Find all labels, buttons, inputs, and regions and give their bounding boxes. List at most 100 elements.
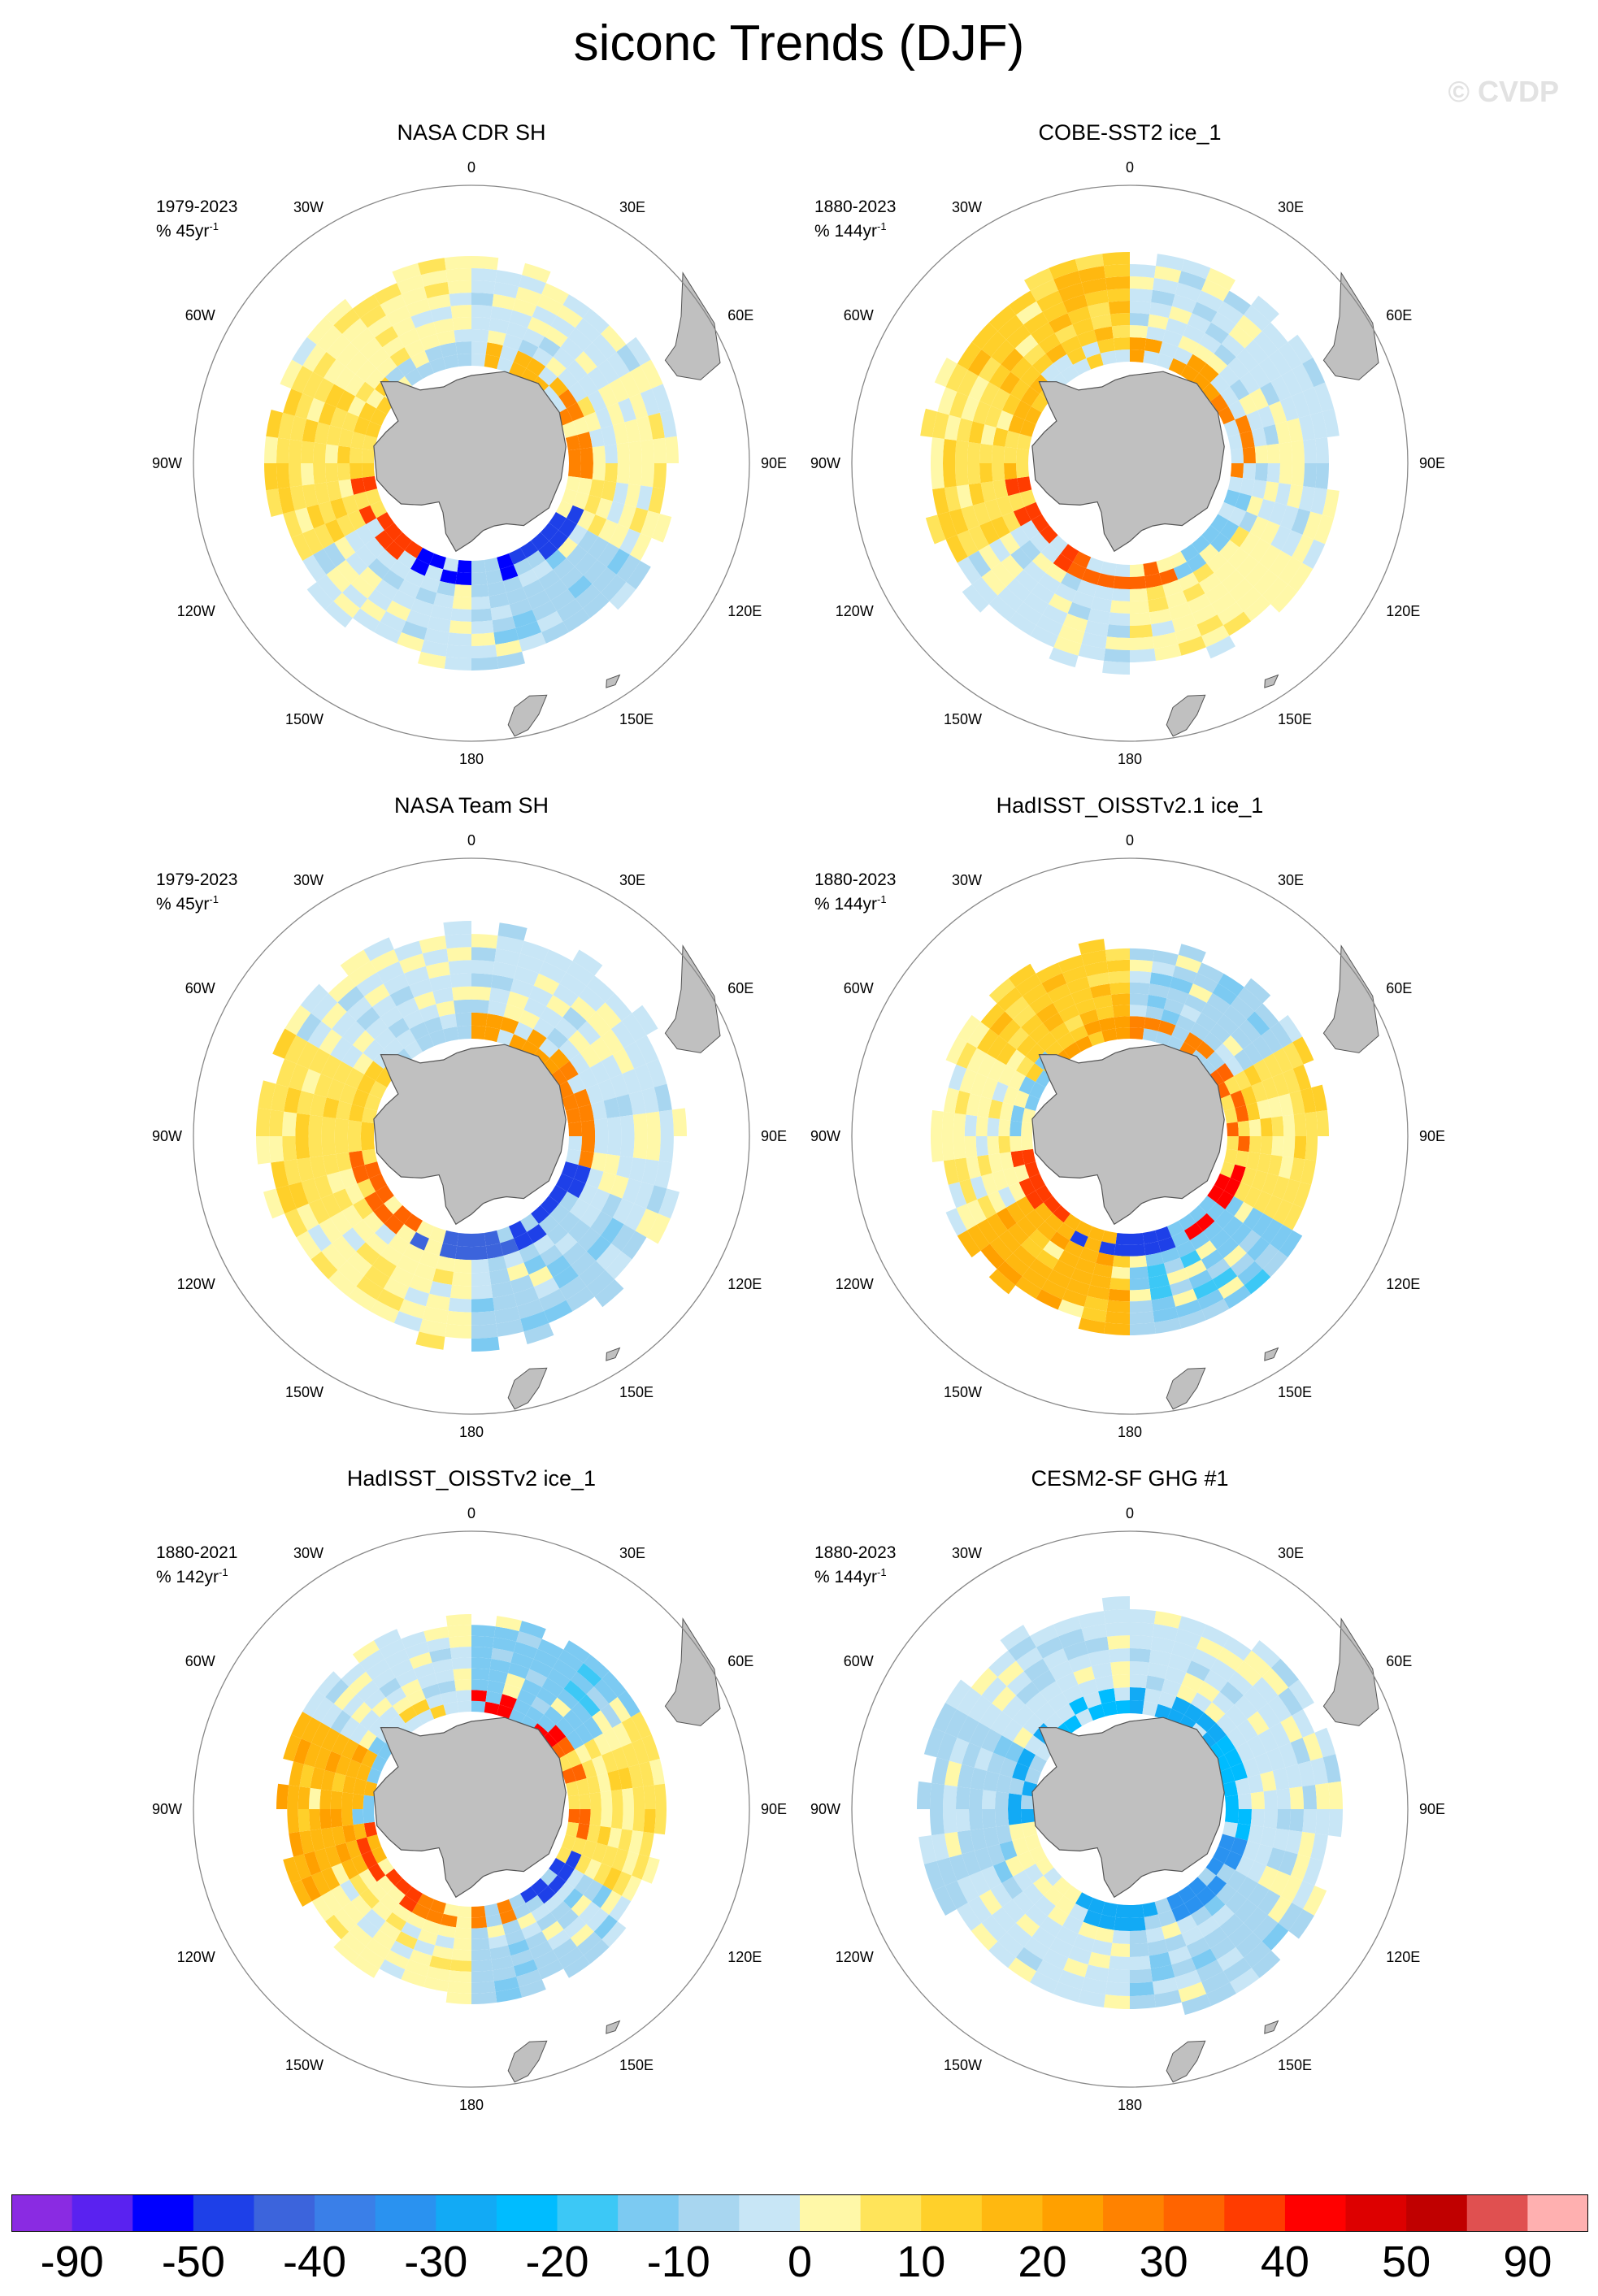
trend-cell	[987, 1118, 1000, 1136]
trend-cell	[992, 1170, 1009, 1191]
trend-cell	[964, 1114, 978, 1136]
trend-cell	[1149, 608, 1172, 625]
longitude-label: 30E	[619, 872, 645, 888]
trend-cell	[632, 1113, 648, 1136]
trend-cell	[446, 1310, 471, 1326]
longitude-label: 60W	[844, 307, 874, 323]
longitude-label: 180	[1118, 1424, 1142, 1440]
trend-cell	[1222, 1216, 1244, 1238]
trend-cell	[1254, 463, 1268, 482]
trend-cell	[330, 1710, 351, 1734]
trend-cell	[998, 1230, 1021, 1253]
trend-cell	[1161, 1247, 1180, 1264]
trend-cell	[294, 393, 314, 419]
trend-cell	[1053, 1877, 1072, 1896]
trend-cell	[578, 1183, 598, 1205]
longitude-label: 0	[1126, 1505, 1134, 1521]
trend-cell	[321, 1136, 337, 1157]
trend-cell	[350, 328, 376, 352]
trend-cell	[559, 1061, 579, 1081]
trend-cell	[1130, 1942, 1149, 1957]
trend-cell	[487, 1924, 506, 1938]
trend-cell	[1327, 1809, 1344, 1838]
trend-cell	[370, 500, 388, 519]
trend-cell	[1206, 1202, 1226, 1222]
trend-cell	[1303, 463, 1317, 488]
trend-cell	[604, 444, 619, 463]
trend-cell	[321, 1704, 343, 1728]
trend-cell	[988, 978, 1016, 1004]
trend-cell	[565, 1148, 581, 1165]
trend-cell	[631, 1712, 652, 1739]
trend-cell	[451, 986, 471, 1001]
trend-cell	[471, 645, 497, 658]
trend-cell	[566, 961, 595, 987]
trend-cell	[558, 518, 577, 538]
trend-cell	[944, 414, 962, 441]
trend-cell	[1013, 1005, 1036, 1027]
trend-cell	[1111, 1266, 1130, 1279]
trend-cell	[626, 561, 651, 590]
trend-cell	[992, 1081, 1009, 1103]
trend-cell	[1171, 1025, 1190, 1042]
trend-cell	[1019, 489, 1036, 507]
new-zealand-land	[507, 1367, 548, 1410]
trend-cell	[970, 1767, 988, 1790]
trend-cell	[484, 557, 500, 572]
trend-cell	[356, 1916, 380, 1938]
trend-cell	[1016, 1035, 1037, 1057]
trend-cell	[1029, 992, 1053, 1014]
trend-cell	[485, 1691, 502, 1705]
trend-cell	[969, 1870, 991, 1896]
trend-cell	[310, 993, 338, 1022]
trend-cell	[471, 596, 491, 610]
trend-cell	[519, 632, 546, 652]
trend-cell	[432, 987, 454, 1005]
trend-cell	[999, 1840, 1018, 1861]
trend-cell	[497, 1704, 513, 1720]
longitude-label: 60W	[185, 307, 215, 323]
trend-cell	[321, 1728, 341, 1751]
trend-cell	[1025, 1691, 1048, 1714]
trend-cell	[1130, 1674, 1148, 1689]
trend-cell	[1231, 1027, 1253, 1050]
trend-cell	[1282, 1068, 1301, 1094]
trend-cell	[1023, 1658, 1049, 1682]
trend-cell	[1130, 1622, 1154, 1637]
trend-cell	[302, 1690, 326, 1717]
trend-cell	[384, 1648, 410, 1669]
trend-cell	[593, 1678, 618, 1704]
trend-cell	[580, 447, 593, 463]
longitude-label: 150E	[619, 1384, 654, 1400]
trend-cell	[561, 1093, 579, 1111]
trend-cell	[1223, 1957, 1252, 1982]
trend-cell	[1235, 1150, 1249, 1168]
trend-cell	[471, 316, 491, 331]
trend-cell	[346, 1251, 372, 1276]
trend-cell	[533, 1277, 560, 1300]
trend-cell	[1003, 446, 1018, 463]
trend-cell	[575, 584, 601, 609]
colorbar-swatch	[436, 2194, 497, 2232]
trend-cell	[649, 1758, 665, 1786]
trend-cell	[320, 1054, 342, 1079]
trend-cell	[1003, 463, 1018, 480]
trend-cell	[1001, 1877, 1023, 1899]
trend-cell	[1199, 544, 1219, 563]
trend-cell	[1261, 1218, 1283, 1244]
trend-cell	[291, 533, 314, 561]
trend-cell	[394, 1877, 412, 1895]
trend-cell	[1217, 1647, 1244, 1672]
trend-cell	[302, 484, 319, 508]
trend-cell	[621, 1230, 647, 1260]
trend-cell	[1017, 433, 1032, 450]
longitude-label: 90E	[1419, 1801, 1445, 1817]
trend-cell	[1001, 394, 1021, 415]
trend-cell	[558, 1947, 584, 1969]
trend-cell	[571, 1702, 593, 1724]
trend-cell	[545, 579, 568, 601]
trend-cell	[957, 1875, 979, 1903]
trend-cell	[1216, 1190, 1234, 1209]
trend-cell	[1101, 1230, 1118, 1244]
trend-cell	[374, 621, 402, 644]
